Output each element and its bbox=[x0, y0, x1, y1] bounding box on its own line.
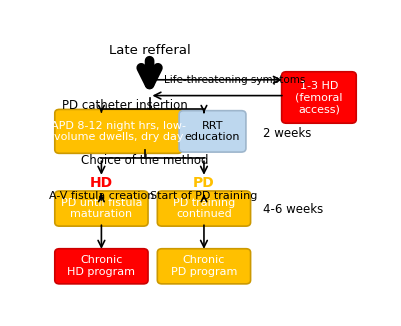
Text: Choice of the method: Choice of the method bbox=[81, 155, 209, 167]
Text: PD until fistula
maturation: PD until fistula maturation bbox=[61, 198, 142, 219]
Text: A-V fistula creation: A-V fistula creation bbox=[49, 191, 154, 201]
Text: PD training
continued: PD training continued bbox=[173, 198, 235, 219]
Text: PD: PD bbox=[193, 176, 215, 190]
Text: Chronic
HD program: Chronic HD program bbox=[67, 256, 136, 277]
Text: RRT
education: RRT education bbox=[185, 121, 240, 142]
Text: 4-6 weeks: 4-6 weeks bbox=[263, 203, 323, 216]
Text: Chronic
PD program: Chronic PD program bbox=[171, 256, 237, 277]
FancyBboxPatch shape bbox=[282, 72, 356, 123]
FancyBboxPatch shape bbox=[179, 111, 246, 152]
FancyBboxPatch shape bbox=[157, 191, 251, 226]
Text: Late refferal: Late refferal bbox=[109, 44, 190, 57]
FancyBboxPatch shape bbox=[55, 110, 182, 153]
Text: 1-3 HD
(femoral
access): 1-3 HD (femoral access) bbox=[295, 81, 343, 114]
Text: Life-threatening symptoms: Life-threatening symptoms bbox=[164, 75, 306, 85]
FancyBboxPatch shape bbox=[55, 249, 148, 284]
Text: HD: HD bbox=[90, 176, 113, 190]
Text: Start of PD training: Start of PD training bbox=[150, 191, 258, 201]
Text: APD 8-12 night hrs, low-
volume dwells, dry day: APD 8-12 night hrs, low- volume dwells, … bbox=[51, 121, 186, 142]
FancyBboxPatch shape bbox=[157, 249, 251, 284]
Text: 2 weeks: 2 weeks bbox=[263, 127, 312, 140]
FancyBboxPatch shape bbox=[55, 191, 148, 226]
Text: PD catheter insertion: PD catheter insertion bbox=[62, 99, 188, 112]
